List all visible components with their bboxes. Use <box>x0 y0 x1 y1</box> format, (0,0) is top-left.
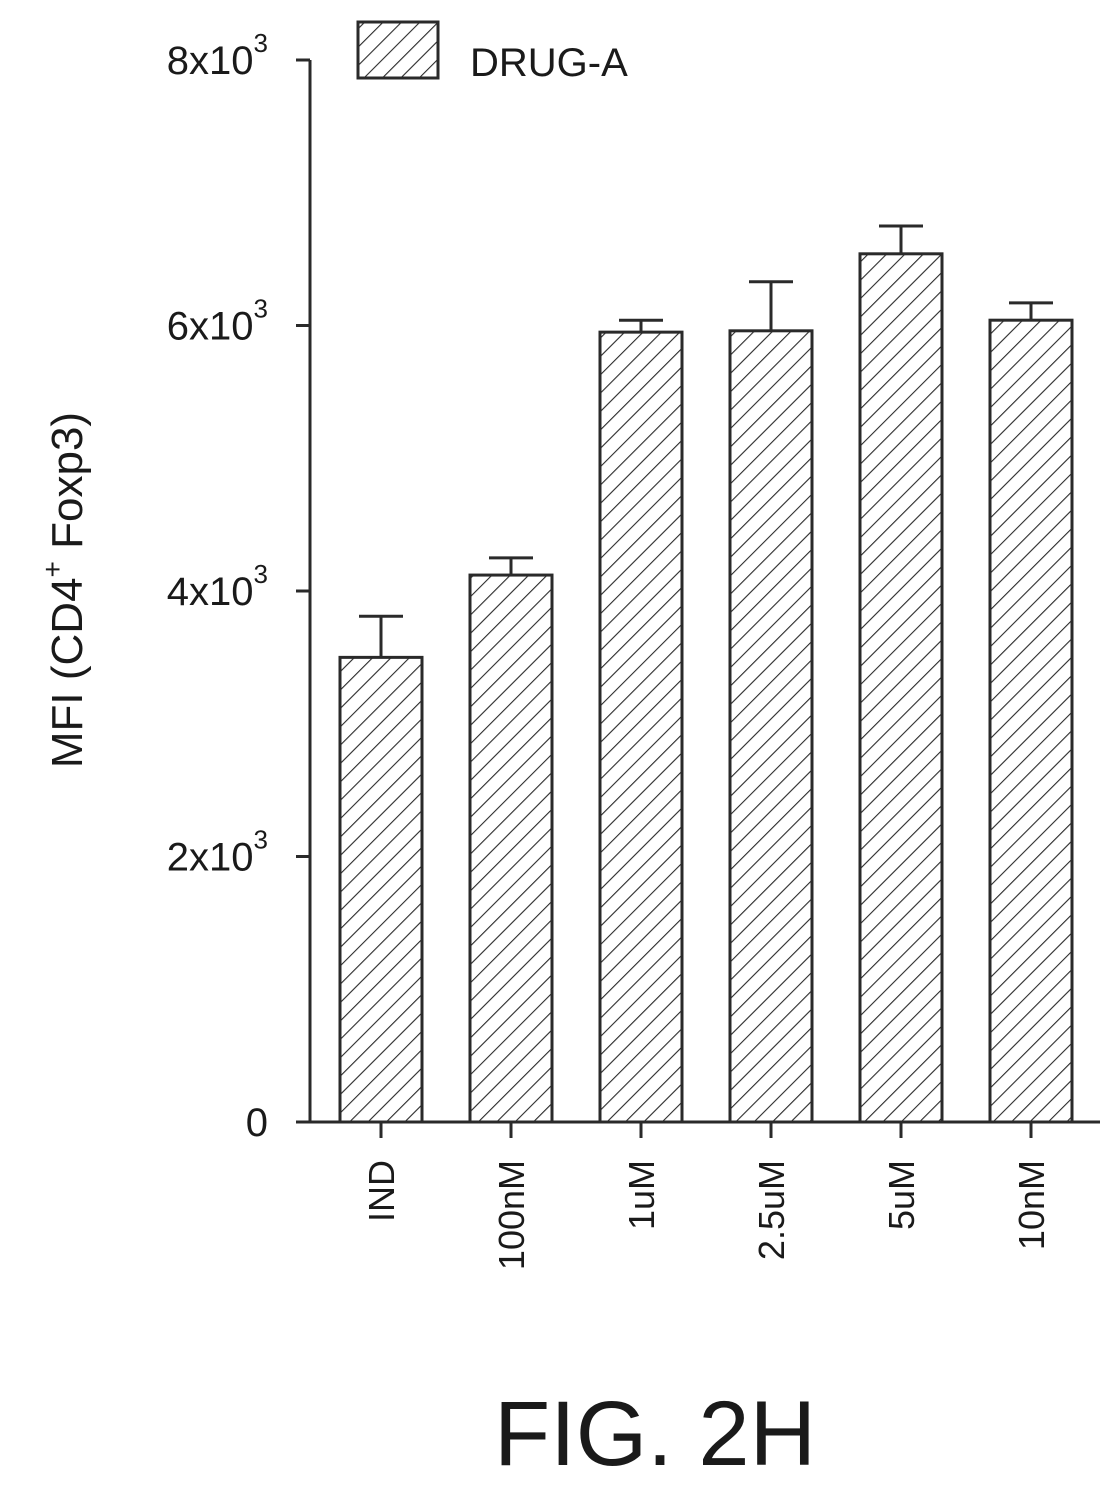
bar <box>728 329 814 1124</box>
y-tick-label: 2x103 <box>167 825 268 880</box>
bar <box>598 330 684 1124</box>
x-tick-label: 2.5uM <box>751 1160 792 1260</box>
x-tick-label: IND <box>361 1160 402 1222</box>
y-axis-title-sup: + <box>37 561 68 577</box>
x-tick-label: 5uM <box>881 1160 922 1230</box>
y-tick-label: 8x103 <box>167 28 268 83</box>
y-tick-label: 6x103 <box>167 294 268 349</box>
plot-area: 0 2x103 4x103 6x103 8x103 IND 100nM 1uM 2.5uM 5uM… <box>167 28 1100 1270</box>
y-tick-label: 0 <box>246 1101 268 1145</box>
bar <box>338 655 424 1124</box>
x-tick-label: 100nM <box>491 1160 532 1270</box>
bar <box>988 318 1074 1124</box>
bar <box>468 573 554 1124</box>
y-axis-title-rest: Foxp3) <box>43 412 92 561</box>
y-tick-label: 4x103 <box>167 559 268 614</box>
y-axis-title-main: MFI (CD4 <box>43 577 92 768</box>
legend: DRUG-A <box>356 20 628 85</box>
figure-caption: FIG. 2H <box>494 1383 816 1485</box>
y-axis-title: MFI (CD4+ Foxp3) <box>37 412 92 768</box>
legend-label: DRUG-A <box>470 41 628 85</box>
legend-swatch <box>356 20 440 80</box>
x-tick-label: 1uM <box>621 1160 662 1230</box>
bar <box>858 252 944 1124</box>
x-tick-label: 10nM <box>1011 1160 1052 1250</box>
